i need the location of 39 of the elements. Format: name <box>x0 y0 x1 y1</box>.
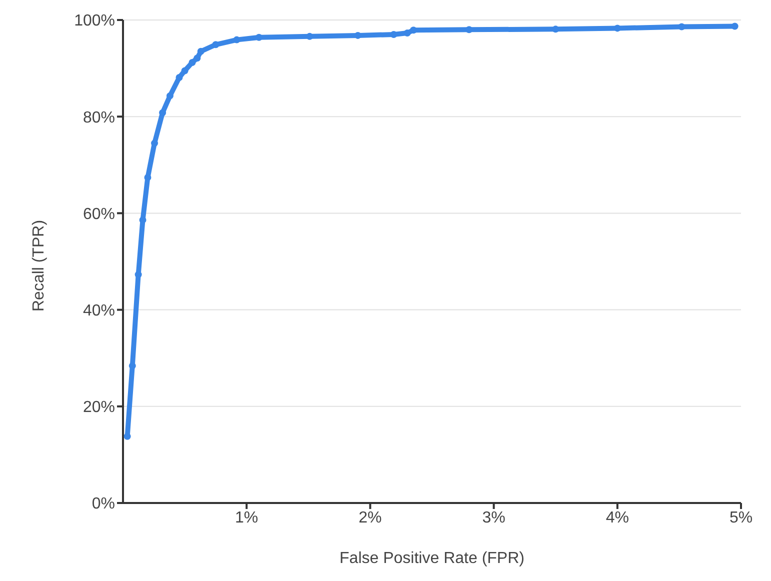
x-axis-title: False Positive Rate (FPR) <box>340 550 524 567</box>
x-tick-label: 2% <box>358 509 382 526</box>
point <box>176 74 183 81</box>
x-tick-label: 1% <box>235 509 258 526</box>
point <box>194 54 201 62</box>
y-tick-label: 20% <box>82 399 115 416</box>
y-tick-label: 80% <box>82 109 115 126</box>
point <box>134 271 142 278</box>
point <box>354 32 362 39</box>
point <box>410 26 417 34</box>
point <box>678 23 686 30</box>
point <box>151 140 158 147</box>
x-tick-label: 4% <box>606 509 629 526</box>
y-tick-label: 60% <box>82 206 115 223</box>
y-tick-label: 100% <box>74 12 115 30</box>
point <box>159 109 166 116</box>
x-tick-label: 3% <box>482 509 506 526</box>
point <box>614 24 621 32</box>
point <box>212 41 220 48</box>
point <box>390 30 398 38</box>
point <box>404 30 411 37</box>
point <box>128 362 136 370</box>
point <box>144 174 152 181</box>
point <box>255 34 262 41</box>
y-tick-label: 0% <box>92 496 115 513</box>
point <box>139 216 146 224</box>
point <box>124 432 131 440</box>
point <box>233 36 240 44</box>
y-axis-title: Recall (TPR) <box>30 220 48 312</box>
point <box>306 32 314 40</box>
x-tick-label: 5% <box>729 509 753 526</box>
point <box>166 92 174 100</box>
point <box>731 22 738 30</box>
y-tick-label: 40% <box>82 302 115 320</box>
point <box>181 67 188 74</box>
point <box>197 48 204 55</box>
point <box>466 26 473 34</box>
point <box>552 26 560 33</box>
point <box>188 59 196 66</box>
